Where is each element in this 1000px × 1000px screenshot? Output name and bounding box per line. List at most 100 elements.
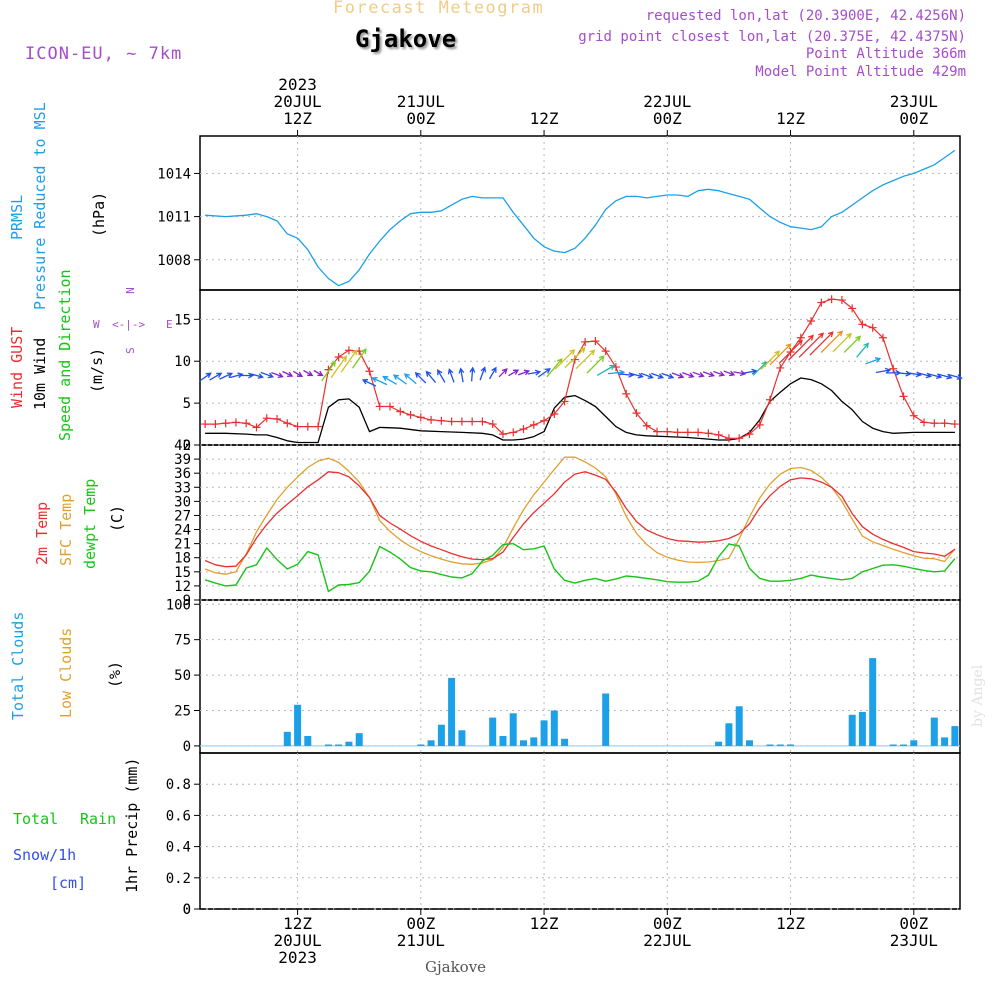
temp-dewpt-label: dewpt Temp: [81, 478, 99, 569]
total-cloud-bar: [335, 744, 343, 746]
pressure-label-prmsl: PRMSL: [8, 194, 26, 240]
temp-2m-line: [204, 471, 956, 568]
total-cloud-bar: [304, 736, 312, 746]
total-cloud-bar: [283, 731, 291, 746]
total-clouds-label: Total Clouds: [9, 611, 27, 720]
top-time-label: 12Z: [776, 109, 805, 128]
wind-direction-arrow: [414, 371, 427, 384]
wind-direction-arrow: [498, 368, 508, 378]
wind-direction-arrow: [209, 372, 223, 381]
wind-ytick-label: 0: [183, 438, 191, 454]
wind-direction-arrow: [425, 370, 437, 383]
wind-panel-frame: [199, 289, 961, 446]
wind-gust-marker: [447, 417, 456, 426]
bottom-time-label: 00Z: [899, 914, 928, 933]
total-cloud-bar: [602, 693, 610, 746]
wind-gust-marker: [735, 434, 744, 443]
wind-direction-arrow: [282, 370, 294, 377]
wind-gust-marker: [858, 320, 867, 329]
top-time-label: 00Z: [899, 109, 928, 128]
temp-ytick-label: 15: [174, 565, 191, 581]
wind-direction-arrow: [596, 364, 616, 376]
wind-gust-marker: [386, 402, 394, 411]
wind-gust-marker: [375, 402, 384, 411]
wind-gust-marker: [478, 417, 487, 426]
wind-direction-arrow: [351, 347, 367, 369]
wind-direction-arrow: [292, 370, 304, 377]
wind-direction-arrow: [671, 372, 685, 379]
total-cloud-bar: [941, 737, 949, 746]
compass-south: S: [123, 347, 137, 354]
total-cloud-bar: [540, 720, 548, 746]
precip-ytick-label: 0.4: [166, 840, 191, 856]
location-title: Gjakove: [355, 25, 457, 53]
pressure-label-msl: Pressure Reduced to MSL: [31, 102, 49, 310]
wind-direction-arrow: [313, 369, 324, 377]
total-cloud-bar: [561, 738, 569, 746]
wind-gust-line: [205, 298, 955, 439]
top-time-label: 12Z: [283, 109, 312, 128]
wind-gust-marker: [437, 416, 446, 425]
precip-ytick-label: 0.2: [166, 871, 191, 887]
wind-direction-arrow: [778, 339, 803, 364]
wind-gust-marker: [878, 333, 887, 342]
wind-gust-marker: [848, 304, 857, 313]
wind-gust-label: Wind GUST: [8, 326, 26, 408]
temp-ytick-label: 30: [174, 494, 191, 510]
precip-total-label: Total: [13, 810, 59, 828]
total-cloud-bar: [746, 740, 753, 746]
wind-gust-marker: [293, 422, 302, 431]
wind-direction-arrow: [229, 372, 244, 379]
wind-speed-dir-label: Speed and Direction: [56, 269, 74, 441]
total-cloud-bar: [869, 658, 877, 746]
wind-gust-marker: [581, 337, 590, 346]
total-cloud-bar: [550, 710, 558, 746]
wind-gust-marker: [314, 422, 323, 431]
wind-direction-arrow: [488, 366, 497, 380]
wind-gust-marker: [940, 419, 949, 428]
wind-gust-marker: [776, 363, 785, 372]
bottom-time-label: 23JUL: [890, 931, 938, 950]
wind-direction-arrow: [769, 343, 792, 366]
total-cloud-bar: [766, 744, 774, 746]
wind-gust-marker: [211, 420, 220, 429]
bottom-time-label: 00Z: [653, 914, 682, 933]
wind-direction-arrow: [564, 347, 586, 369]
wind-gust-marker: [344, 346, 353, 355]
wind-direction-arrow: [809, 331, 834, 356]
wind-direction-arrow: [856, 342, 870, 358]
sfc-temp-line: [204, 456, 956, 575]
footer-location: Gjakove: [425, 958, 487, 976]
temp-ytick-label: 27: [174, 508, 191, 524]
temp-unit: (C): [108, 504, 126, 532]
total-cloud-bar: [776, 744, 784, 746]
wind-direction-arrow: [948, 373, 963, 380]
wind-gust-marker: [591, 337, 600, 346]
wind-gust-marker: [560, 397, 569, 406]
wind-direction-arrow: [682, 371, 695, 379]
wind-ytick-label: 5: [183, 396, 191, 412]
total-cloud-bar: [951, 726, 959, 746]
wind-gust-marker: [540, 416, 549, 425]
wind-direction-arrow: [875, 367, 892, 374]
wind-direction-arrow: [742, 368, 758, 375]
total-cloud-bar: [417, 744, 425, 746]
wind-direction-arrow: [788, 334, 814, 361]
dewpt-line: [204, 542, 956, 593]
wind-gust-marker: [283, 419, 292, 428]
wind-direction-arrow: [382, 375, 398, 385]
total-cloud-bar: [900, 744, 907, 746]
total-cloud-bar: [848, 714, 856, 746]
total-cloud-bar: [725, 723, 733, 746]
wind-gust-marker: [416, 413, 425, 422]
compass-north: N: [123, 287, 137, 294]
pressure-line: [205, 149, 956, 287]
total-cloud-bar: [889, 744, 897, 746]
wind-gust-marker: [632, 409, 641, 418]
wind-direction-arrow: [752, 361, 768, 376]
wind-gust-marker: [365, 367, 374, 376]
compass-west: W: [93, 318, 100, 331]
wind-direction-arrow: [303, 369, 314, 377]
total-cloud-bar: [787, 744, 794, 746]
temp-ytick-label: 21: [174, 537, 191, 553]
